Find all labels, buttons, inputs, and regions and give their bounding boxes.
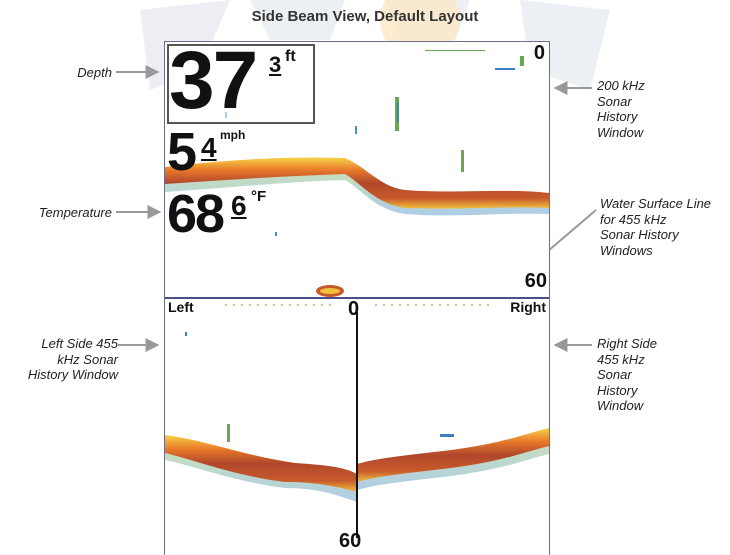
sonar-graphics [165, 50, 549, 538]
left-label: Left [168, 299, 194, 315]
callout-left-455-window: Left Side 455 kHz Sonar History Window [27, 336, 118, 382]
depth-decimal: 3 [269, 52, 282, 77]
speed-whole: 5 [167, 122, 197, 182]
right-label: Right [510, 299, 546, 315]
callout-200khz-window: 200 kHz Sonar History Window [597, 78, 645, 140]
depth-whole: 37 [169, 41, 258, 126]
depth-readout-box [167, 44, 315, 124]
bottom-scale-start: 0 [348, 298, 360, 320]
callout-right-455-window: Right Side 455 kHz Sonar History Window [597, 336, 657, 413]
bottom-window-returns [185, 332, 454, 442]
top-window-seabed [165, 157, 549, 216]
bottom-scale-end: 60 [339, 530, 362, 552]
bottom-window-seabed [165, 428, 549, 502]
depth-unit: ft [285, 48, 296, 65]
callout-depth: Depth [77, 65, 112, 80]
page-title: Side Beam View, Default Layout [251, 8, 479, 25]
top-scale-end: 60 [524, 270, 547, 292]
callout-temperature: Temperature [38, 205, 112, 220]
temperature-unit: °F [251, 188, 267, 205]
callout-water-surface-line: Water Surface Line for 455 kHz Sonar His… [600, 196, 712, 258]
temperature-decimal: 6 [231, 190, 247, 221]
temperature-whole: 68 [167, 184, 225, 244]
speed-decimal: 4 [201, 132, 217, 163]
top-scale-start: 0 [533, 42, 545, 64]
sonar-display: 37 3 ft 5 4 mph 68 6 °F 0 60 Left Right … [164, 41, 550, 555]
speed-unit: mph [220, 128, 246, 142]
